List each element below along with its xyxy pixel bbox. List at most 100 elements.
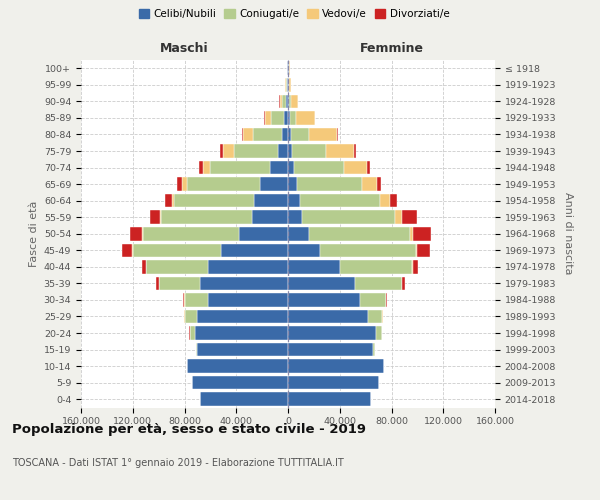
- Bar: [122, 244, 133, 257]
- Bar: [288, 144, 292, 158]
- Bar: [143, 227, 239, 240]
- Bar: [196, 343, 197, 356]
- Bar: [287, 78, 288, 92]
- Bar: [199, 161, 203, 174]
- Bar: [413, 227, 431, 240]
- Bar: [340, 260, 412, 274]
- Bar: [288, 161, 295, 174]
- Bar: [233, 144, 278, 158]
- Bar: [418, 244, 430, 257]
- Bar: [296, 111, 314, 124]
- Bar: [380, 194, 390, 207]
- Bar: [302, 210, 395, 224]
- Bar: [299, 194, 380, 207]
- Bar: [290, 111, 296, 124]
- Bar: [280, 94, 282, 108]
- Bar: [208, 293, 288, 306]
- Bar: [146, 260, 208, 274]
- Bar: [368, 310, 382, 324]
- Y-axis label: Anni di nascita: Anni di nascita: [563, 192, 573, 275]
- Bar: [142, 260, 146, 274]
- Bar: [242, 128, 243, 141]
- Bar: [187, 360, 288, 373]
- Bar: [337, 128, 338, 141]
- Bar: [187, 178, 260, 191]
- Bar: [288, 94, 289, 108]
- Bar: [289, 78, 291, 92]
- Text: Maschi: Maschi: [160, 42, 209, 55]
- Bar: [373, 343, 374, 356]
- Bar: [220, 144, 223, 158]
- Bar: [195, 326, 288, 340]
- Bar: [190, 326, 195, 340]
- Bar: [130, 227, 142, 240]
- Bar: [309, 227, 410, 240]
- Bar: [158, 276, 200, 290]
- Bar: [288, 376, 379, 390]
- Bar: [211, 161, 270, 174]
- Bar: [297, 178, 362, 191]
- Text: Femmine: Femmine: [359, 42, 424, 55]
- Bar: [172, 194, 174, 207]
- Bar: [197, 310, 288, 324]
- Bar: [289, 94, 291, 108]
- Bar: [288, 194, 299, 207]
- Bar: [344, 161, 367, 174]
- Bar: [288, 260, 340, 274]
- Bar: [288, 343, 373, 356]
- Bar: [270, 161, 288, 174]
- Bar: [288, 326, 376, 340]
- Bar: [395, 210, 402, 224]
- Bar: [286, 78, 287, 92]
- Bar: [288, 244, 320, 257]
- Y-axis label: Fasce di età: Fasce di età: [29, 200, 40, 267]
- Bar: [284, 111, 288, 124]
- Bar: [326, 144, 354, 158]
- Bar: [410, 227, 413, 240]
- Bar: [288, 178, 297, 191]
- Bar: [288, 276, 355, 290]
- Bar: [289, 62, 290, 75]
- Bar: [271, 111, 284, 124]
- Bar: [160, 210, 161, 224]
- Bar: [288, 310, 368, 324]
- Text: TOSCANA - Dati ISTAT 1° gennaio 2019 - Elaborazione TUTTITALIA.IT: TOSCANA - Dati ISTAT 1° gennaio 2019 - E…: [12, 458, 344, 468]
- Bar: [288, 210, 302, 224]
- Bar: [197, 343, 288, 356]
- Bar: [260, 178, 288, 191]
- Bar: [290, 128, 309, 141]
- Bar: [288, 111, 290, 124]
- Bar: [288, 392, 371, 406]
- Bar: [309, 128, 337, 141]
- Bar: [287, 62, 288, 75]
- Bar: [265, 111, 271, 124]
- Bar: [174, 194, 254, 207]
- Bar: [223, 144, 233, 158]
- Bar: [292, 144, 326, 158]
- Bar: [161, 210, 252, 224]
- Bar: [221, 244, 288, 257]
- Bar: [185, 310, 197, 324]
- Bar: [376, 326, 382, 340]
- Bar: [142, 227, 143, 240]
- Text: Popolazione per età, sesso e stato civile - 2019: Popolazione per età, sesso e stato civil…: [12, 422, 366, 436]
- Bar: [320, 244, 416, 257]
- Bar: [192, 376, 288, 390]
- Bar: [165, 194, 172, 207]
- Bar: [355, 276, 402, 290]
- Bar: [377, 178, 381, 191]
- Bar: [413, 260, 418, 274]
- Bar: [281, 128, 288, 141]
- Bar: [362, 178, 377, 191]
- Bar: [288, 62, 289, 75]
- Bar: [133, 244, 221, 257]
- Legend: Celibi/Nubili, Coniugati/e, Vedovi/e, Divorziati/e: Celibi/Nubili, Coniugati/e, Vedovi/e, Di…: [134, 5, 454, 24]
- Bar: [252, 210, 288, 224]
- Bar: [200, 276, 288, 290]
- Bar: [402, 276, 406, 290]
- Bar: [412, 260, 413, 274]
- Bar: [354, 144, 356, 158]
- Bar: [402, 210, 418, 224]
- Bar: [295, 161, 344, 174]
- Bar: [203, 161, 211, 174]
